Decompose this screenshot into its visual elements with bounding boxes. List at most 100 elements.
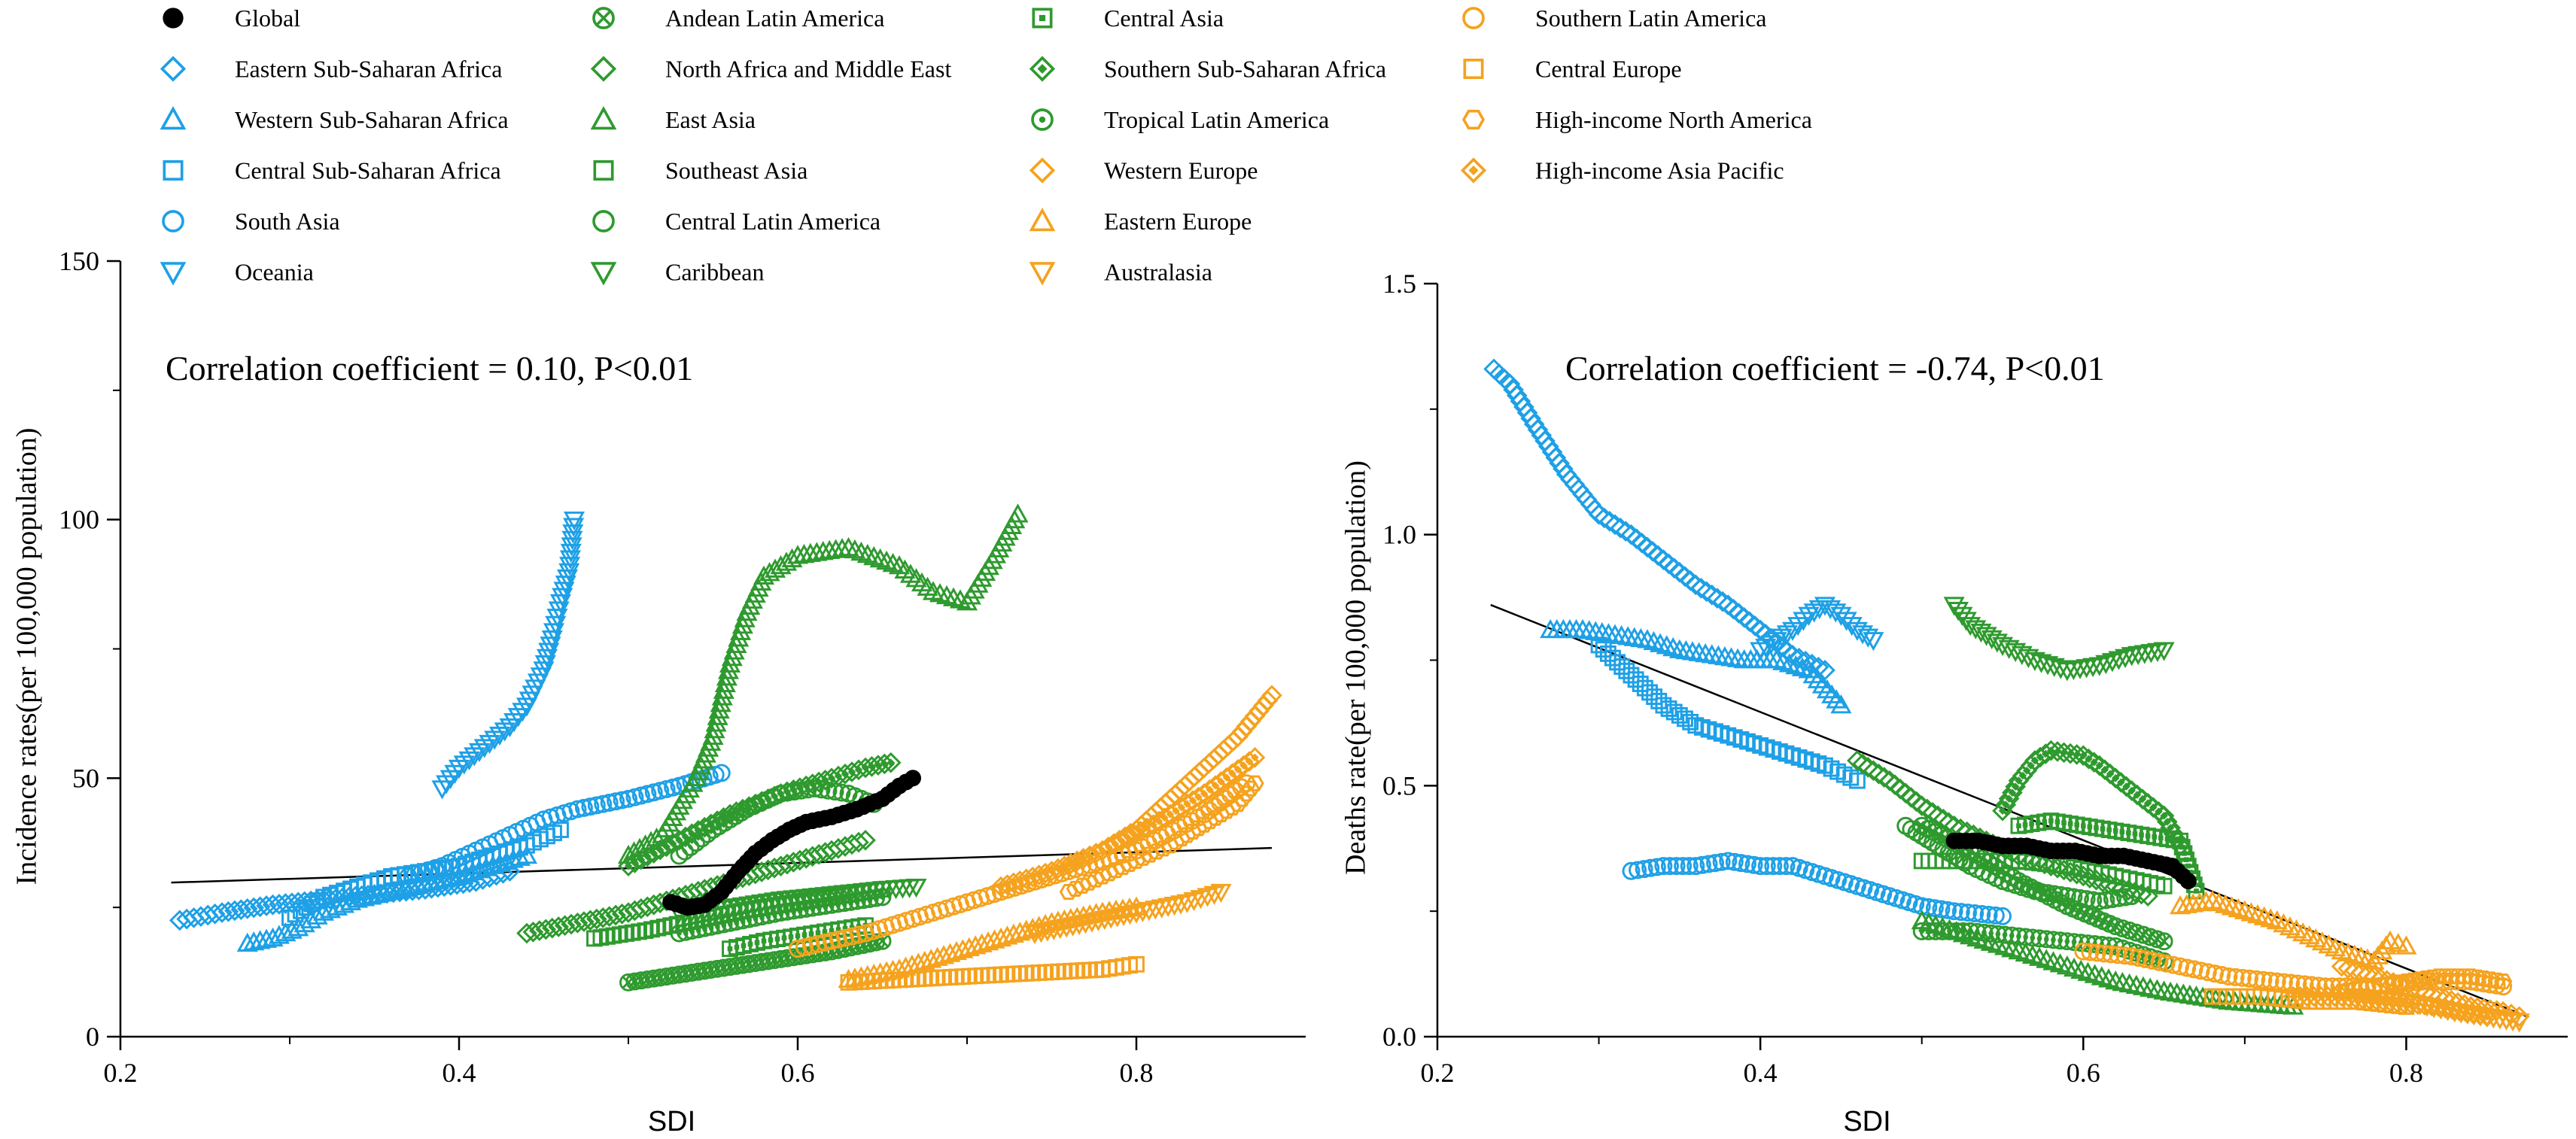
data-point [453,755,475,775]
data-point [1610,517,1632,539]
data-point [400,876,423,896]
data-point [613,791,631,809]
y-tick-label: 1.0 [1382,520,1416,550]
series-andean-latin-america [619,931,892,992]
data-point [816,933,834,952]
data-point [574,798,593,817]
data-point [607,792,625,811]
data-point [1661,857,1679,876]
data-point [2122,887,2141,906]
data-point [708,699,730,719]
central-europe-legend-marker [1463,58,1484,80]
data-point [594,794,613,813]
legend-label: Caribbean [665,259,765,286]
data-point [256,928,278,948]
data-point [1765,632,1787,652]
legend-label: Central Asia [1104,5,1224,32]
data-point [1798,606,1820,627]
data-point [2053,859,2075,881]
data-point [552,588,573,607]
data-point [1682,713,1699,730]
data-point [1680,857,1699,876]
data-point [436,775,458,794]
data-point [1696,581,1717,603]
data-point [712,764,731,782]
data-point [850,925,868,944]
data-point [920,949,942,968]
data-point [236,932,258,952]
data-point [1674,857,1692,876]
data-point [2064,888,2083,907]
data-point [1970,623,1992,643]
legend-item-andean-latin-america: Andean Latin America [592,5,884,32]
data-point [836,928,854,947]
legend-label: Southern Latin America [1535,5,1766,32]
data-point [1641,858,1660,877]
data-point [1140,846,1160,863]
legend-item-north-africa-and-middle-east: North Africa and Middle East [590,56,951,83]
data-point [2493,973,2513,990]
data-point [1764,857,1783,876]
data-point [2240,969,2258,988]
data-point [1690,578,1712,599]
data-point [444,764,466,785]
data-point [707,706,728,725]
x-axis-title: SDI [1843,1106,1890,1137]
data-point [339,891,362,911]
data-point [346,888,369,908]
data-point [448,865,470,885]
data-point [1127,852,1146,869]
data-point [1802,664,1824,684]
data-point [1009,922,1031,941]
data-point [1927,805,1949,827]
series-tropical-latin-america [670,888,892,943]
legend-item-central-latin-america: Central Latin America [592,208,880,235]
data-point [702,725,724,746]
data-point [1925,899,1944,918]
data-point [795,938,814,957]
data-point [1210,883,1232,904]
legend-item-southern-latin-america: Southern Latin America [1462,5,1766,32]
data-point [2102,945,2121,964]
data-point [952,939,974,958]
data-point [1002,923,1024,943]
series-southern-sub-saharan-africa [1992,740,2191,857]
data-point [1820,600,1842,620]
data-point [2043,658,2065,678]
data-point [243,931,265,951]
data-point [536,648,558,669]
data-point [2178,958,2197,977]
data-point [1119,906,1141,925]
data-point [809,934,827,953]
x-tick-label: 0.4 [1744,1058,1778,1088]
legend-label: Eastern Europe [1104,208,1252,235]
data-point [1244,747,1266,768]
eastern-europe-legend-marker [1029,207,1056,232]
data-point [1646,688,1663,706]
data-point [1863,632,1884,652]
data-point [717,660,740,679]
series-caribbean [1943,597,2175,682]
data-point [2155,877,2173,894]
data-point [540,636,561,656]
southern-latin-america-legend-marker [1462,7,1485,29]
data-point [534,655,556,675]
data-point [848,831,869,853]
data-point [563,511,585,531]
data-point [789,940,807,958]
data-point [2050,660,2072,679]
legend-item-western-europe: Western Europe [1029,157,1258,184]
data-point [2157,954,2176,973]
data-point [439,770,461,789]
data-point [1056,919,1078,938]
data-point [1099,865,1119,882]
data-point [538,642,560,662]
data-point [2084,891,2103,910]
east-asia-legend-marker [590,105,617,130]
data-point [1807,669,1829,688]
data-point [1939,901,1957,919]
data-point [1699,855,1718,873]
data-point [2164,955,2182,974]
data-point [2143,951,2162,970]
data-point [1667,857,1686,876]
